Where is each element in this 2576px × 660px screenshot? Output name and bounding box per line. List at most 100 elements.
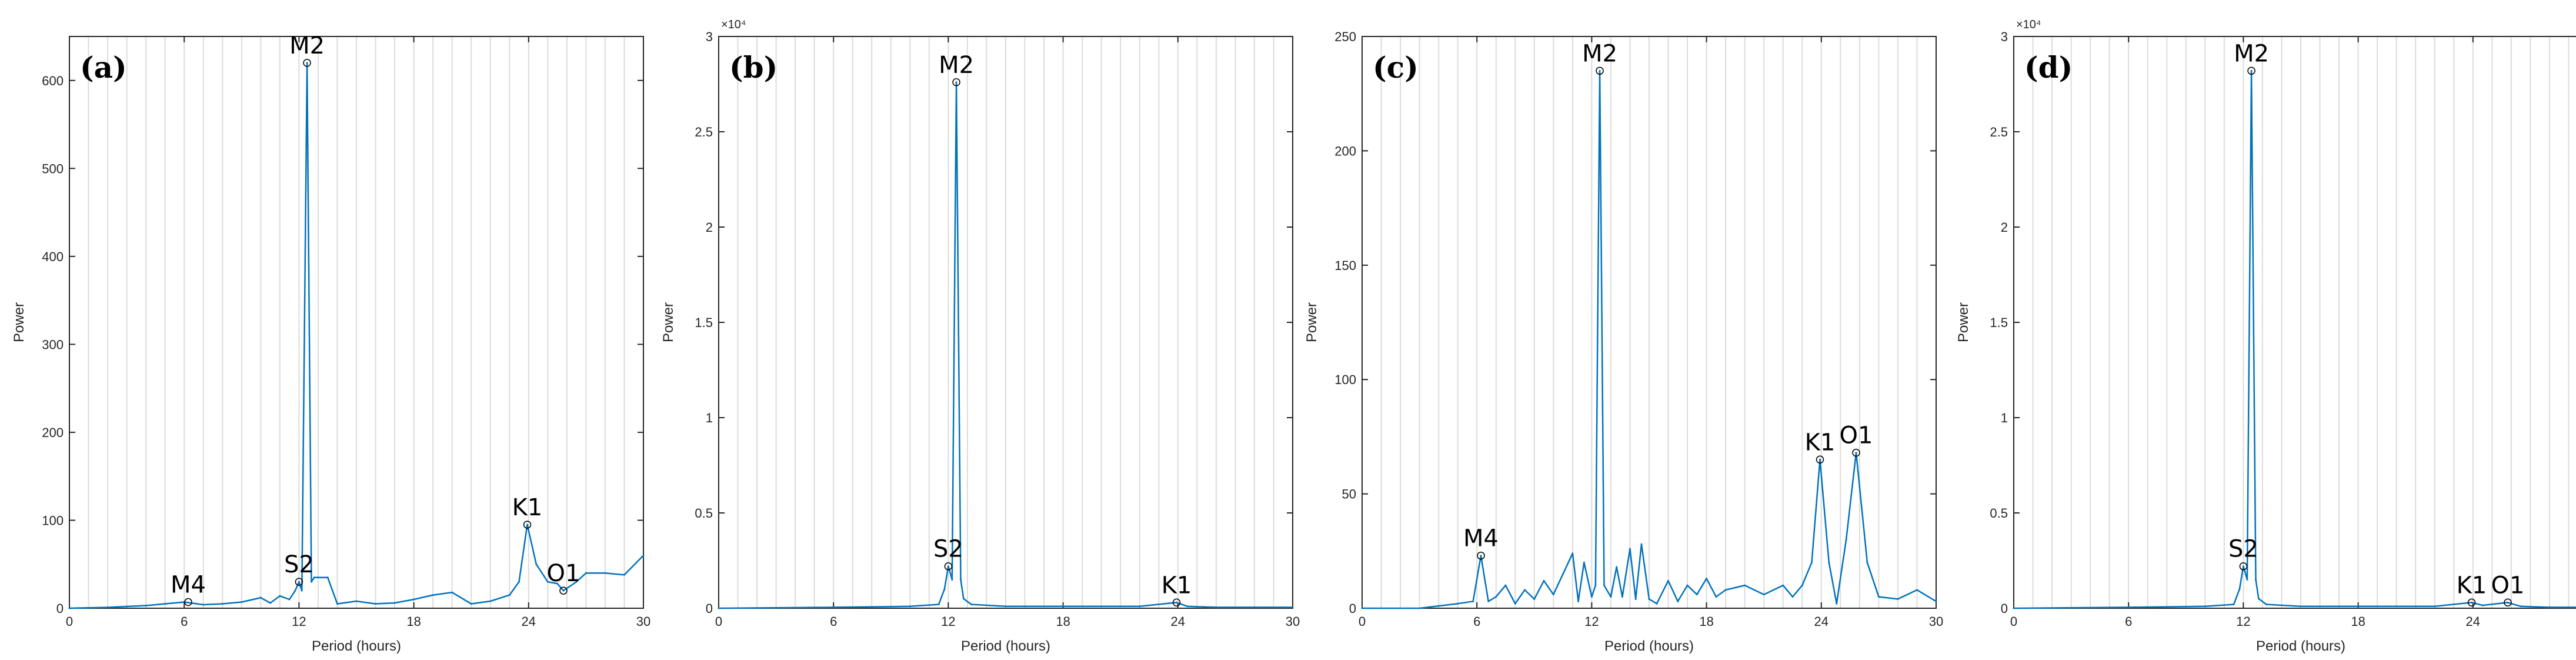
data-point [1634,598,1637,600]
panel-label: (a) [80,50,127,85]
data-point [1916,589,1918,591]
data-point [585,572,587,574]
peak-marker [2504,598,2512,607]
panel-2: 0 6 12 18 24 30 0 0.5 1 1.5 2 2.5 3 ×10⁴ Period (hours… [660,18,1300,654]
data-point [432,594,434,596]
data-point [2471,601,2473,604]
data-point [962,598,965,600]
x-tick-label: 24 [522,614,536,629]
data-point [259,596,262,599]
x-tick-label: 6 [830,614,837,629]
peak-marker [184,598,192,606]
y-tick-label: 100 [42,513,64,528]
data-point [1836,602,1838,605]
data-point [1457,602,1459,605]
data-point [2548,606,2551,608]
data-point [313,576,315,579]
data-point [2246,578,2248,581]
x-tick-label: 18 [1699,614,1713,629]
y-tick-label: 3 [2001,29,2008,44]
y-tick-label: 1.5 [1990,315,2008,330]
data-point [1437,605,1440,607]
data-point [145,605,147,607]
data-point [164,603,166,605]
x-tick-label: 12 [292,614,306,629]
y-axis-label: Power [1304,302,1320,342]
x-tick-label: 12 [941,614,955,629]
y-tick-label: 50 [1342,487,1356,502]
peak-marker [2247,66,2255,75]
x-tick-label: 6 [2125,614,2132,629]
data-point [1361,607,1363,609]
plot-frame [69,36,644,609]
data-point [1062,605,1065,608]
data-point [1599,69,1601,72]
data-point [470,603,472,605]
data-point [2013,607,2015,609]
data-point [909,605,911,608]
data-point [1667,579,1670,582]
data-point [518,581,520,583]
data-point [937,604,940,606]
x-tick-label: 18 [1056,614,1070,629]
data-point [326,576,329,579]
data-point [718,607,720,609]
peak-marker [559,586,568,595]
data-point [1791,596,1794,598]
y-tick-label: 200 [1334,144,1356,158]
peak-marker [303,59,311,67]
panel-label: (b) [729,50,778,85]
data-point [951,578,953,581]
data-point [1724,589,1727,591]
peak-label: M4 [171,572,206,599]
data-point [311,581,313,583]
peak-label: O1 [1840,422,1873,449]
data-point [1524,589,1526,591]
data-point [2238,588,2241,591]
peak-label: K1 [2457,572,2487,599]
x-axis-label: Period (hours) [312,638,401,654]
data-point [556,582,559,585]
data-point [1292,606,1294,608]
panel-label: (c) [1373,50,1419,85]
data-point [1845,538,1847,541]
data-point [526,524,529,526]
data-point [355,600,358,602]
data-point [2233,604,2235,606]
panel-3: 0 6 12 18 24 30 0 50 100 150 200 250 Period (hours) P… [1304,29,1943,654]
y-tick-label: 0 [56,601,64,616]
x-tick-label: 30 [636,614,650,629]
x-tick-label: 0 [1359,614,1366,629]
data-point [1640,543,1643,545]
peak-label: K1 [1162,572,1192,599]
data-point [301,589,303,592]
x-tick-label: 24 [1814,614,1828,629]
data-point [489,600,492,602]
data-point [2300,605,2302,608]
y-axis-label: Power [660,302,676,342]
y-tick-label: 2.5 [1990,125,2008,139]
data-point [306,62,308,64]
data-point [1621,596,1623,598]
x-tick-label: 18 [2351,614,2365,629]
peak-label: K1 [512,494,543,521]
data-point [1487,600,1490,602]
data-point [1472,600,1474,602]
data-point [298,581,300,583]
x-tick-label: 0 [715,614,722,629]
data-point [1782,584,1784,586]
peak-marker [2239,562,2248,571]
y-tick-label: 400 [42,249,64,264]
x-tick-label: 12 [1584,614,1599,629]
data-point [960,578,962,581]
data-point [2242,565,2244,568]
data-point [126,605,128,608]
y-exponent-label: ×10⁴ [721,18,746,31]
data-point [1186,605,1189,608]
peak-label: M2 [939,52,974,79]
y-tick-label: 1.5 [695,315,713,330]
data-point [241,601,243,604]
peak-marker [2467,598,2476,607]
peak-label: M4 [1463,525,1499,552]
